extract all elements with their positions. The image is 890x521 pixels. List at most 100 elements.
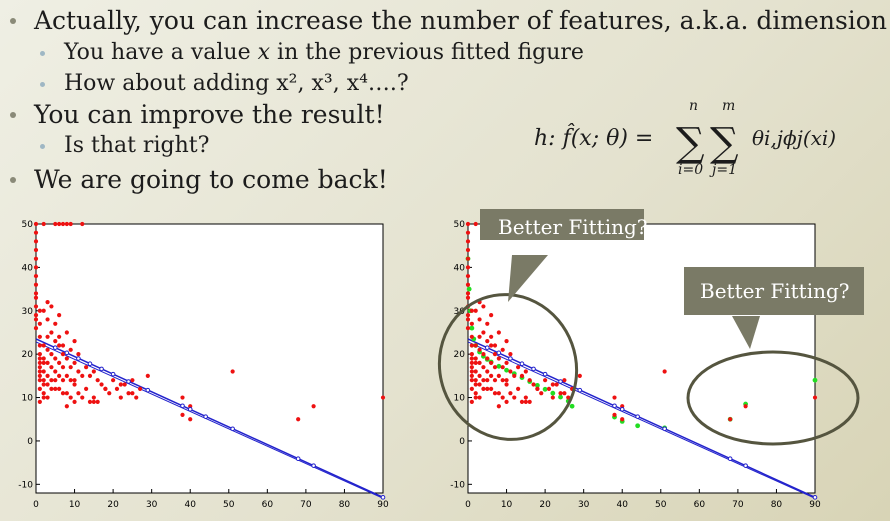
fit-marker: [230, 426, 235, 432]
data-point: [91, 395, 96, 400]
data-point: [87, 399, 93, 404]
bullet-item: We are going to come back!: [10, 165, 388, 194]
data-point: [37, 343, 42, 348]
data-point: [57, 313, 62, 318]
data-point: [504, 399, 509, 404]
data-point: [500, 347, 505, 352]
data-point: [481, 304, 486, 309]
data-point: [473, 308, 478, 313]
data-point: [49, 378, 54, 383]
data-point: [500, 378, 505, 383]
data-point: [496, 373, 501, 378]
x-tick-label: 0: [465, 500, 471, 510]
data-point: [612, 395, 617, 400]
data-point: [485, 378, 490, 383]
data-point: [60, 352, 66, 357]
data-point: [519, 399, 525, 404]
data-point: [469, 356, 474, 361]
bullet-text: Actually, you can increase the number of…: [34, 6, 887, 35]
x-tick-label: 70: [732, 500, 744, 510]
data-point: [523, 369, 528, 374]
data-point: [473, 378, 478, 383]
data-point: [180, 395, 185, 400]
data-point: [72, 360, 77, 365]
x-tick-label: 90: [377, 500, 389, 510]
formula-rhs: θi,jϕj(xi): [752, 126, 836, 150]
data-point: [473, 369, 478, 374]
data-point: [570, 386, 575, 391]
data-point: [465, 313, 471, 318]
data-point: [76, 352, 81, 357]
y-tick-label: 30: [22, 307, 34, 317]
data-point: [296, 417, 301, 422]
data-point: [45, 382, 50, 387]
data-point: [45, 360, 50, 365]
y-tick-label: 0: [27, 437, 33, 447]
right-plot: 0 10 20 30 40 50 60 70 80 90 -10 0 10 20 30 40 50: [446, 216, 826, 520]
data-point: [516, 365, 521, 370]
data-point: [473, 391, 478, 396]
data-point: [41, 391, 46, 396]
data-point: [37, 321, 42, 326]
poly-fit-point: [558, 394, 563, 400]
data-point: [489, 386, 494, 391]
formula-lhs: h: f̂(x; θ) =: [534, 124, 653, 151]
data-point: [118, 395, 123, 400]
data-point: [33, 326, 39, 331]
data-point: [465, 265, 471, 270]
data-point: [41, 360, 46, 365]
data-point: [465, 317, 471, 322]
data-point: [543, 378, 548, 383]
fit-marker: [496, 350, 502, 356]
data-point: [33, 282, 39, 287]
x-tick-label: 20: [107, 500, 119, 510]
data-point: [53, 369, 58, 374]
x-tick-label: 80: [339, 500, 351, 510]
data-point: [489, 334, 494, 339]
fit-marker: [126, 379, 131, 384]
data-point: [465, 256, 471, 261]
data-point: [138, 386, 143, 391]
data-point: [469, 399, 474, 404]
data-point: [558, 391, 563, 396]
data-point: [546, 386, 552, 391]
data-point: [188, 417, 193, 422]
data-point: [41, 343, 46, 348]
data-point: [60, 391, 66, 396]
data-point: [41, 369, 46, 374]
data-point: [87, 373, 93, 378]
data-point: [311, 404, 316, 409]
data-point: [485, 386, 490, 391]
y-tick-label: 30: [454, 307, 466, 317]
data-point: [492, 352, 498, 357]
data-point: [481, 330, 486, 335]
data-point: [473, 395, 478, 400]
data-point: [64, 330, 69, 335]
data-point: [516, 386, 521, 391]
poly-fit-point: [542, 386, 548, 392]
data-point: [45, 334, 50, 339]
x-tick-label: 40: [184, 500, 196, 510]
data-point: [84, 365, 89, 370]
data-point: [53, 221, 58, 227]
data-point: [41, 382, 46, 387]
data-point: [469, 308, 474, 313]
fit-marker: [380, 495, 386, 500]
data-point: [492, 343, 498, 348]
y-tick-label: 40: [22, 263, 34, 273]
data-point: [45, 299, 50, 305]
data-point: [473, 356, 478, 361]
data-point: [620, 417, 625, 422]
data-point: [45, 317, 50, 322]
data-point: [523, 395, 528, 400]
data-point: [80, 395, 85, 400]
data-point: [68, 395, 73, 400]
data-point: [37, 386, 42, 391]
fit-marker: [727, 456, 733, 462]
poly-fit-point: [466, 286, 472, 292]
bullet-dot-icon: [40, 51, 45, 56]
data-point: [37, 399, 42, 404]
data-point: [481, 378, 486, 383]
data-point: [33, 247, 39, 253]
bullet-dot-icon: [10, 18, 16, 24]
